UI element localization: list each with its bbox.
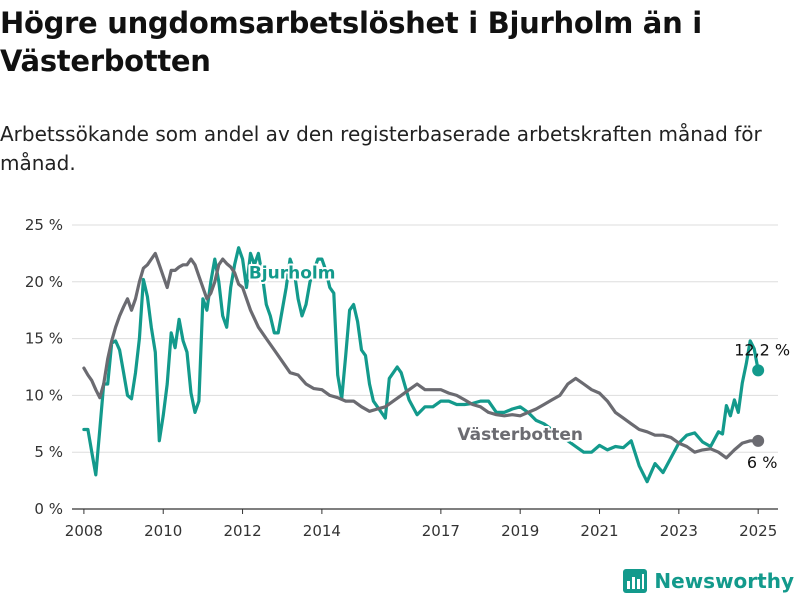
brand-footer: Newsworthy xyxy=(622,568,794,594)
x-tick-label: 2008 xyxy=(65,522,103,540)
series-label-bjurholm: Bjurholm xyxy=(249,264,336,284)
axes: 0 % 5 % 10 % 15 % 20 % 25 % 2008 2010 2012 2014 20… xyxy=(25,216,777,540)
series-line-bjurholm xyxy=(82,246,760,484)
x-tick-label: 2019 xyxy=(501,522,539,540)
end-marker-bjurholm xyxy=(752,364,765,377)
y-tick-label: 25 % xyxy=(25,216,63,234)
x-tick-label: 2010 xyxy=(144,522,182,540)
grid-lines xyxy=(72,224,778,510)
end-marker-vasterbotten xyxy=(752,434,765,447)
series-line-vasterbotten xyxy=(82,251,760,460)
y-tick-label: 10 % xyxy=(25,386,63,404)
x-tick-label: 2021 xyxy=(580,522,618,540)
series-labels: 12,2 % 6 % Bjurholm Västerbotten xyxy=(247,262,790,472)
end-label-bjurholm: 12,2 % xyxy=(734,340,790,359)
end-markers xyxy=(752,364,765,447)
brand-name: Newsworthy xyxy=(654,569,794,593)
bar-chart-logo-icon xyxy=(623,569,648,593)
x-tick-label: 2025 xyxy=(739,522,777,540)
series-label-vasterbotten: Västerbotten xyxy=(457,425,583,445)
x-tick-label: 2023 xyxy=(660,522,698,540)
x-tick-label: 2017 xyxy=(422,522,460,540)
chart-subtitle: Arbetssökande som andel av den registerb… xyxy=(0,122,762,175)
line-chart: 0 % 5 % 10 % 15 % 20 % 25 % 2008 2010 2012 2014 20… xyxy=(25,216,790,540)
series-lines xyxy=(82,246,760,484)
x-tick-label: 2012 xyxy=(223,522,261,540)
x-tick-label: 2014 xyxy=(303,522,341,540)
y-tick-label: 5 % xyxy=(34,443,63,461)
y-tick-label: 15 % xyxy=(25,330,63,348)
end-label-vasterbotten: 6 % xyxy=(747,453,777,472)
y-tick-label: 0 % xyxy=(34,500,63,518)
y-tick-label: 20 % xyxy=(25,273,63,291)
chart-title: Högre ungdomsarbetslöshet i Bjurholm än … xyxy=(0,6,702,78)
